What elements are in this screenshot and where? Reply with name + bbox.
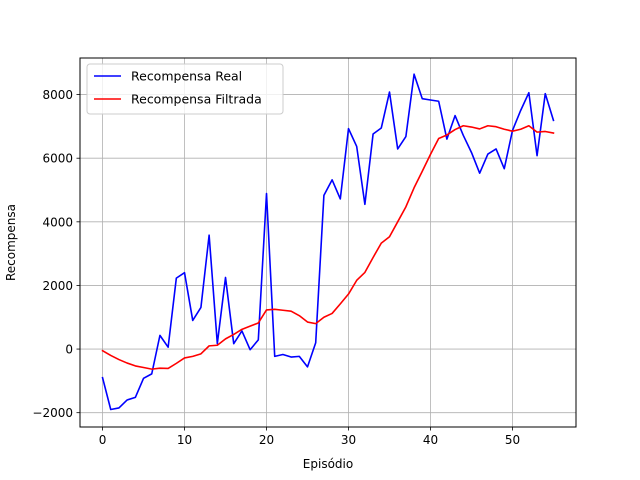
x-tick-label: 50	[505, 433, 520, 447]
y-axis-label: Recompensa	[4, 204, 18, 281]
y-tick-label: −2000	[32, 406, 73, 420]
y-tick-label: 2000	[42, 279, 73, 293]
series-line-recompensa-real	[101, 73, 555, 411]
legend-label-recompensa-filtrada: Recompensa Filtrada	[131, 92, 262, 107]
series-line-recompensa-filtrada	[101, 124, 555, 370]
x-axis-label: Episódio	[303, 457, 353, 471]
legend: Recompensa Real Recompensa Filtrada	[86, 63, 284, 115]
x-tick-label: 20	[259, 433, 274, 447]
y-tick-label: 0	[65, 343, 73, 357]
x-tick-label: 10	[177, 433, 192, 447]
legend-box	[86, 63, 284, 115]
axis-ticks: 0 10 20 30 40 50 −2000 0 2000 4000 6000 8000	[32, 88, 520, 447]
y-tick-label: 8000	[42, 88, 73, 102]
y-tick-label: 6000	[42, 152, 73, 166]
series-lines	[101, 73, 555, 411]
y-tick-label: 4000	[42, 215, 73, 229]
x-tick-label: 0	[99, 433, 107, 447]
plot-area-frame	[79, 57, 577, 428]
x-tick-label: 30	[341, 433, 356, 447]
x-tick-label: 40	[423, 433, 438, 447]
legend-label-recompensa-real: Recompensa Real	[131, 69, 242, 84]
